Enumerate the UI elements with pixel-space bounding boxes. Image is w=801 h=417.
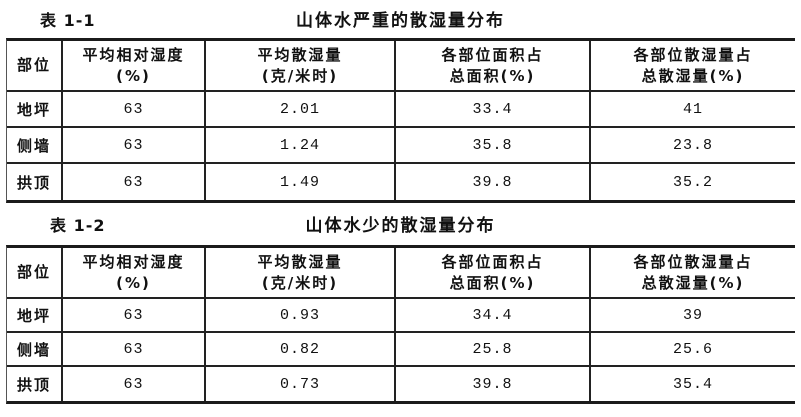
- data-cell: 63: [63, 367, 206, 401]
- row-header-cell: 地坪: [7, 299, 63, 331]
- data-cell: 63: [63, 164, 206, 200]
- data-cell: 35.4: [672, 375, 713, 393]
- row-header-cell: 拱顶: [7, 164, 63, 200]
- data-cell: 41: [682, 100, 703, 118]
- data-cell: 63: [63, 92, 206, 126]
- header-cell-avg-humidity: 平均相对湿度 (%): [63, 41, 206, 90]
- header-cell-part: 部位: [7, 41, 63, 90]
- data-cell: 2.01: [206, 92, 396, 126]
- data-cell: 35.2: [672, 173, 713, 191]
- header-text: 总面积(%): [449, 66, 536, 85]
- data-cell: 39.8: [396, 164, 591, 200]
- data-cell: 63: [63, 299, 206, 331]
- data-cell: 1.24: [206, 128, 396, 162]
- header-text: 平均相对湿度: [82, 253, 185, 272]
- header-text: 平均相对湿度: [82, 46, 185, 65]
- header-cell-moisture-share: 各部位散湿量占 总散湿量(%): [591, 41, 795, 90]
- header-cell-part: 部位: [7, 248, 63, 297]
- data-cell: 23.8: [672, 136, 713, 154]
- table-row: 拱顶 63 0.73 39.8 35.4: [7, 367, 795, 401]
- data-cell: 34.4: [396, 299, 591, 331]
- table-row: 拱顶 63 1.49 39.8 35.2: [7, 164, 795, 200]
- header-cell-area-share: 各部位面积占 总面积(%): [396, 248, 591, 297]
- header-text: 各部位散湿量占: [633, 46, 753, 65]
- header-text: 各部位散湿量占: [633, 253, 753, 272]
- data-cell: 33.4: [396, 92, 591, 126]
- table-1-1-label: 表 1-1: [40, 11, 96, 30]
- data-cell: 0.73: [206, 367, 396, 401]
- data-cell: 25.8: [396, 333, 591, 365]
- table-1-1-header-row: 部位 平均相对湿度 (%) 平均散湿量 (克/米时) 各部位面积占 总面积(%)…: [7, 41, 795, 92]
- header-text: 平均散湿量: [257, 253, 343, 272]
- header-text: (%): [116, 273, 151, 292]
- row-header-cell: 侧墙: [7, 128, 63, 162]
- data-cell: 0.93: [206, 299, 396, 331]
- data-cell: 39: [682, 306, 703, 324]
- header-cell-moisture-share: 各部位散湿量占 总散湿量(%): [591, 248, 795, 297]
- data-cell: 25.6: [672, 340, 713, 358]
- data-cell: 0.82: [206, 333, 396, 365]
- header-cell-avg-moisture: 平均散湿量 (克/米时): [206, 41, 396, 90]
- header-text: (克/米时): [261, 273, 339, 292]
- header-text: 总散湿量(%): [641, 273, 745, 292]
- data-cell: 35.8: [396, 128, 591, 162]
- table-1-1: 部位 平均相对湿度 (%) 平均散湿量 (克/米时) 各部位面积占 总面积(%)…: [6, 38, 795, 203]
- header-cell-avg-humidity: 平均相对湿度 (%): [63, 248, 206, 297]
- header-text: 总散湿量(%): [641, 66, 745, 85]
- table-1-1-title: 山体水严重的散湿量分布: [296, 11, 505, 31]
- row-header-cell: 地坪: [7, 92, 63, 126]
- header-text: 平均散湿量: [257, 46, 343, 65]
- header-text: (%): [116, 66, 151, 85]
- row-header-cell: 拱顶: [7, 367, 63, 401]
- header-text: 总面积(%): [449, 273, 536, 292]
- header-text: 部位: [16, 263, 51, 282]
- data-cell: 63: [63, 128, 206, 162]
- header-cell-avg-moisture: 平均散湿量 (克/米时): [206, 248, 396, 297]
- header-cell-area-share: 各部位面积占 总面积(%): [396, 41, 591, 90]
- data-cell: 63: [63, 333, 206, 365]
- table-row: 地坪 63 2.01 33.4 41: [7, 92, 795, 128]
- table-1-2: 部位 平均相对湿度 (%) 平均散湿量 (克/米时) 各部位面积占 总面积(%)…: [6, 245, 795, 404]
- table-row: 侧墙 63 0.82 25.8 25.6: [7, 333, 795, 367]
- table-1-2-title: 山体水少的散湿量分布: [305, 216, 496, 236]
- header-text: 各部位面积占: [441, 46, 544, 65]
- row-header-cell: 侧墙: [7, 333, 63, 365]
- table-1-2-label: 表 1-2: [50, 216, 106, 235]
- header-text: (克/米时): [261, 66, 339, 85]
- table-row: 地坪 63 0.93 34.4 39: [7, 299, 795, 333]
- header-text: 部位: [16, 56, 51, 75]
- table-1-2-header-row: 部位 平均相对湿度 (%) 平均散湿量 (克/米时) 各部位面积占 总面积(%)…: [7, 248, 795, 299]
- header-text: 各部位面积占: [441, 253, 544, 272]
- data-cell: 39.8: [396, 367, 591, 401]
- table-row: 侧墙 63 1.24 35.8 23.8: [7, 128, 795, 164]
- data-cell: 1.49: [206, 164, 396, 200]
